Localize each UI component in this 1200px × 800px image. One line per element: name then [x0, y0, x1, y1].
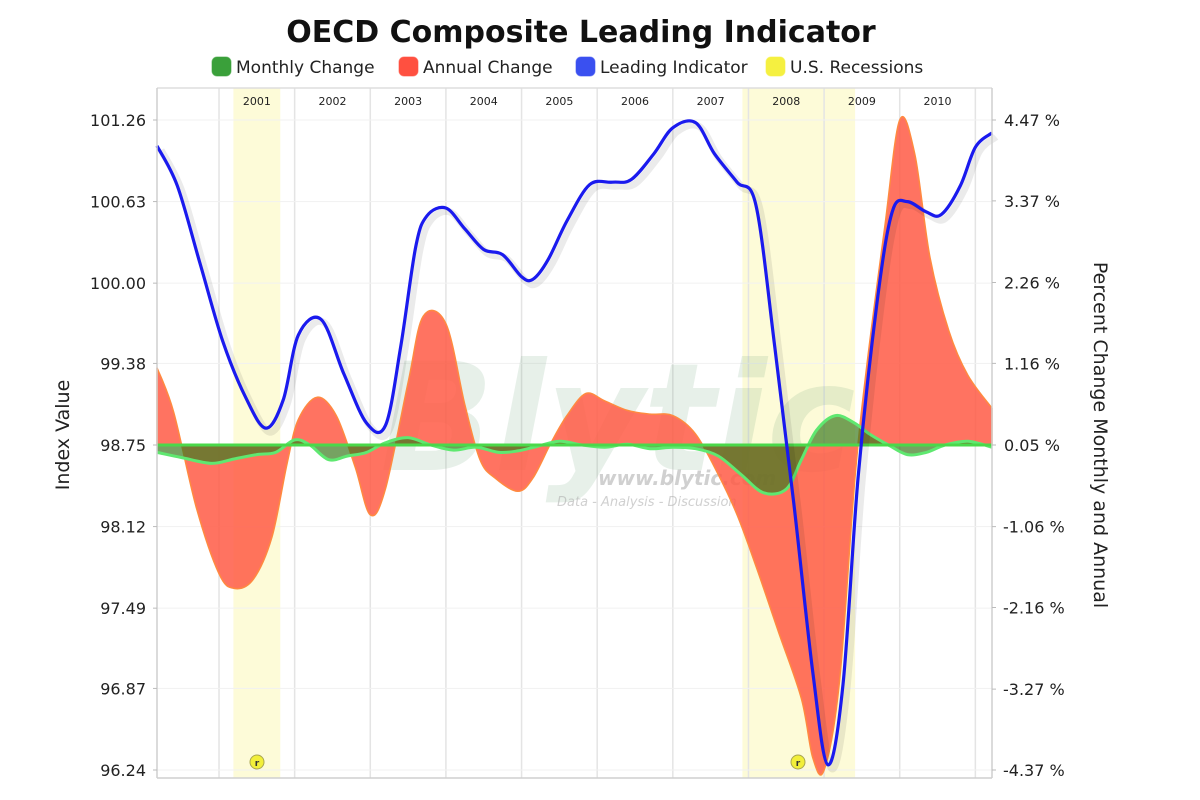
y-right-tick-label: 2.26 % — [1004, 274, 1060, 293]
y-axis-right-title: Percent Change Monthly and Annual — [1089, 262, 1111, 608]
recession-marker-icon — [790, 754, 806, 770]
y-right-tick-label: -2.16 % — [1003, 599, 1065, 618]
x-tick-label: 2003 — [394, 95, 422, 108]
recession-marker-label: r — [796, 759, 801, 769]
x-tick-label: 2005 — [545, 95, 573, 108]
y-right-tick-label: 0.05 % — [1004, 436, 1060, 455]
legend: Monthly Change Annual Change Leading Indic… — [211, 56, 923, 78]
y-left-tick-label: 101.26 — [90, 111, 146, 130]
x-tick-label: 2008 — [772, 95, 800, 108]
y-left-tick-label: 98.75 — [100, 436, 146, 455]
leading-indicator-line — [155, 119, 994, 767]
y-right-tick-label: 4.47 % — [1004, 111, 1060, 130]
chart-title: OECD Composite Leading Indicator — [286, 15, 876, 50]
y-left-tick-label: 100.63 — [90, 193, 146, 212]
legend-label: Monthly Change — [236, 58, 375, 78]
y-left-tick-label: 98.12 — [100, 518, 146, 537]
legend-swatch — [211, 56, 232, 77]
y-right-tick-label: 3.37 % — [1004, 192, 1060, 211]
legend-swatch — [398, 56, 419, 77]
axes: 101.26 100.63 100.00 99.38 98.75 98.12 97.49 96… — [90, 88, 1065, 780]
y-right-tick-label: 1.16 % — [1004, 354, 1060, 373]
y-axis-left-title: Index Value — [52, 380, 74, 491]
y-left-tick-label: 96.24 — [100, 761, 146, 780]
legend-item: Annual Change — [398, 56, 553, 78]
y-left-tick-label: 100.00 — [90, 274, 146, 293]
recession-marker-icon — [249, 754, 265, 770]
recession-marker-label: r — [255, 759, 260, 769]
x-tick-label: 2007 — [697, 95, 725, 108]
recession-marker: r — [790, 754, 806, 770]
watermark-tagline: Data - Analysis - Discussion — [557, 495, 737, 510]
x-tick-label: 2001 — [243, 95, 271, 108]
legend-label: U.S. Recessions — [790, 58, 923, 78]
y-right-tick-label: -1.06 % — [1003, 518, 1065, 537]
x-tick-label: 2002 — [318, 95, 346, 108]
legend-item: Leading Indicator — [575, 56, 748, 78]
y-left-tick-label: 99.38 — [100, 354, 146, 373]
x-tick-label: 2010 — [924, 95, 952, 108]
y-left-tick-label: 96.87 — [100, 679, 146, 698]
annual-change-area — [156, 116, 993, 776]
legend-item: U.S. Recessions — [765, 56, 923, 78]
legend-label: Leading Indicator — [600, 58, 748, 78]
recession-band — [233, 88, 281, 778]
legend-item: Monthly Change — [211, 56, 375, 78]
y-right-tick-label: -3.27 % — [1003, 680, 1065, 699]
monthly-change-area — [157, 415, 992, 495]
x-tick-label: 2004 — [470, 95, 498, 108]
legend-swatch — [575, 56, 596, 77]
legend-swatch — [765, 56, 786, 77]
x-tick-label: 2006 — [621, 95, 649, 108]
recession-marker: r — [249, 754, 265, 770]
legend-label: Annual Change — [423, 58, 553, 78]
y-left-tick-label: 97.49 — [100, 599, 146, 618]
x-tick-label: 2009 — [848, 95, 876, 108]
y-right-tick-label: -4.37 % — [1003, 761, 1065, 780]
